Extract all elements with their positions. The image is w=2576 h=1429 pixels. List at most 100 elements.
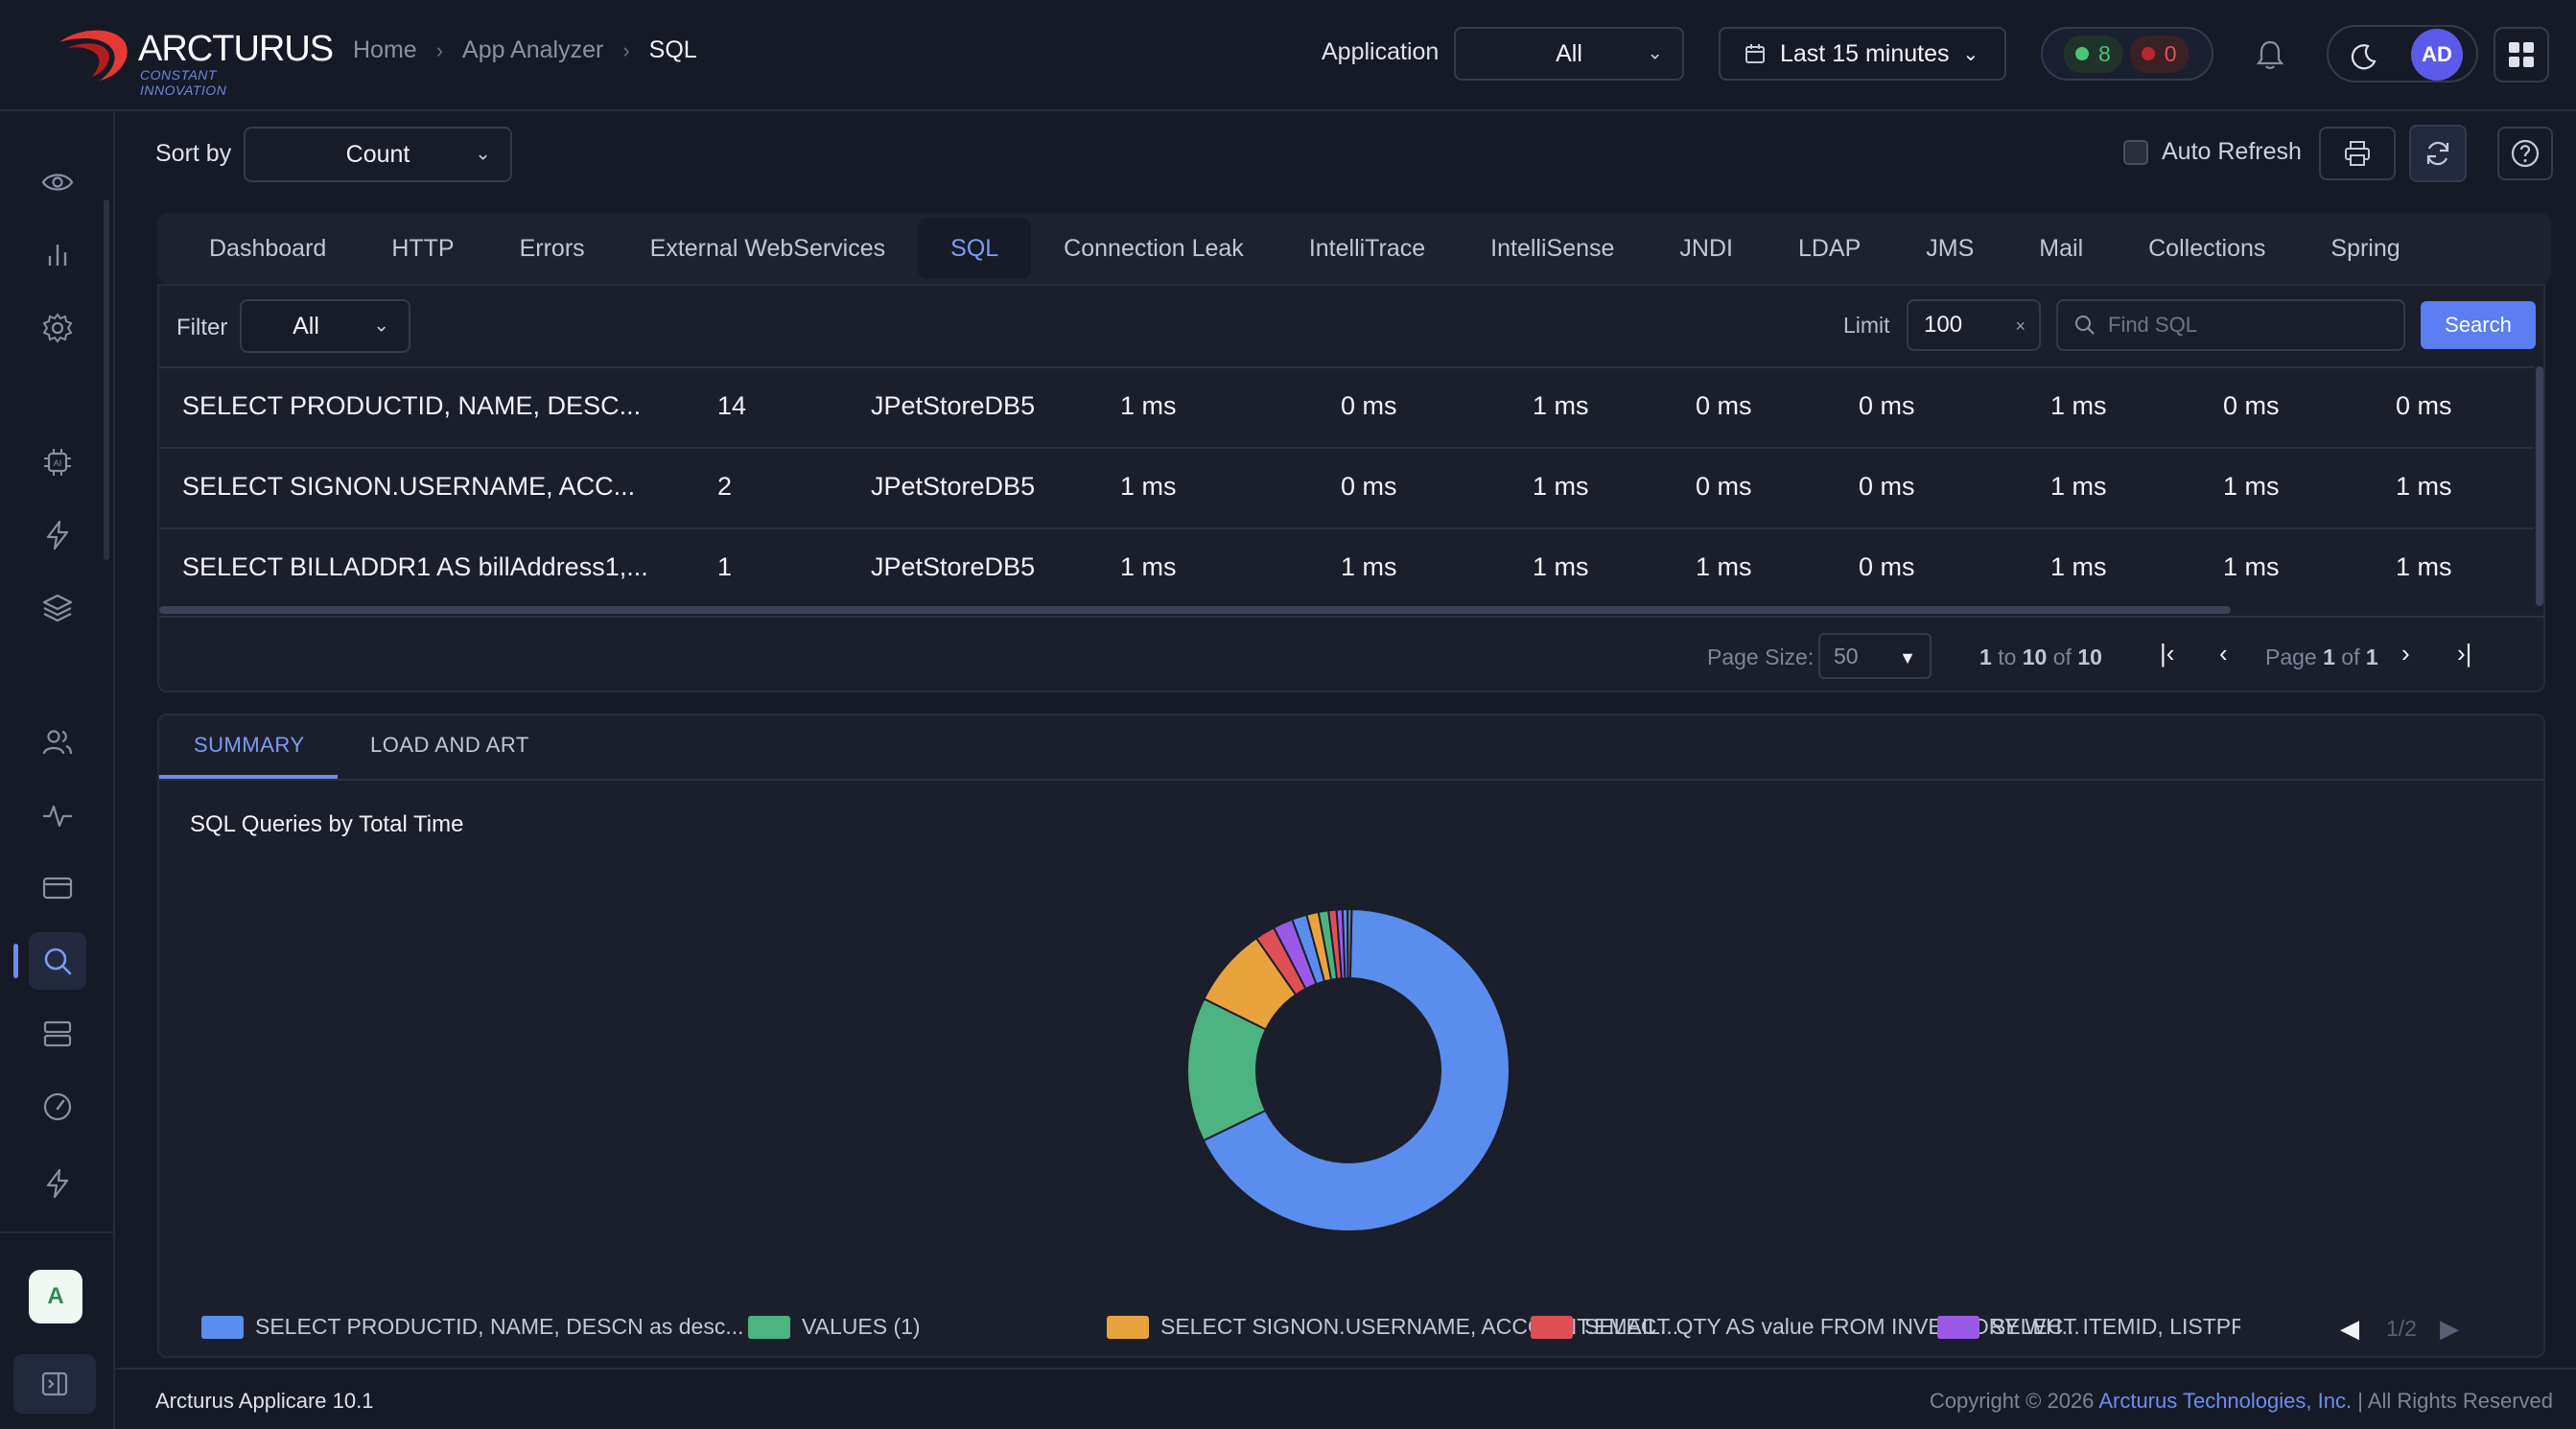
table-row[interactable]: SELECT PRODUCTID, NAME, DESC... 14 JPetS… [159,366,2534,447]
legend-swatch [1937,1315,1979,1339]
tab-load-and-art[interactable]: LOAD AND ART [370,733,529,757]
search-button[interactable]: Search [2421,301,2536,349]
help-button[interactable] [2497,127,2553,180]
metric-cell: 1 ms [1533,391,1589,420]
tab-sql[interactable]: SQL [918,218,1032,279]
sidebar-item-activity[interactable] [29,786,86,844]
healthy-count-badge[interactable]: 8 [2064,35,2122,73]
sidebar-collapse-button[interactable] [13,1354,96,1414]
table-row[interactable]: SELECT SIGNON.USERNAME, ACC... 2 JPetSto… [159,447,2534,527]
legend-item[interactable]: SELECT ITEMID, LISTPRI [1937,1314,2240,1340]
auto-refresh-checkbox[interactable] [2123,139,2148,165]
server-icon [43,1020,72,1047]
avatar[interactable]: AD [2411,29,2463,81]
table-row[interactable]: SELECT BILLADDR1 AS billAddress1,... 1 J… [159,527,2534,608]
moon-icon[interactable] [2344,36,2384,77]
clear-icon[interactable]: × [2015,316,2026,336]
company-link[interactable]: Arcturus Technologies, Inc. [2098,1389,2353,1413]
filter-select[interactable]: All ⌄ [240,299,410,353]
tab-ldap[interactable]: LDAP [1797,234,1862,262]
sidebar-item-analytics[interactable] [29,226,86,284]
last-page-icon[interactable]: ›| [2457,639,2472,668]
sidebar: AI A [0,111,115,1429]
breadcrumb-home[interactable]: Home [353,36,417,63]
auto-refresh-toggle[interactable]: Auto Refresh [2123,138,2302,166]
first-page-icon[interactable]: |‹ [2160,639,2175,668]
time-range-select[interactable]: Last 15 minutes ⌄ [1719,27,2006,81]
legend-item[interactable]: SELECT QTY AS value FROM INVENTORY WH... [1531,1314,2080,1340]
refresh-button[interactable] [2409,125,2467,182]
table-vertical-scrollbar[interactable] [2536,366,2543,606]
eye-icon [41,174,74,191]
sidebar-item-settings[interactable] [29,299,86,357]
sidebar-item-performance[interactable] [29,1078,86,1136]
tab-connection-leak[interactable]: Connection Leak [1064,234,1244,262]
tab-summary[interactable]: SUMMARY [194,733,305,757]
metric-cell: 1 ms [1533,552,1589,581]
tab-intellisense[interactable]: IntelliSense [1490,234,1615,262]
rights-text: | All Rights Reserved [2357,1389,2553,1413]
legend-item[interactable]: SELECT SIGNON.USERNAME, ACCOUNT.EMAIL... [1107,1314,1678,1340]
legend-next-icon[interactable]: ▶ [2440,1314,2459,1343]
tab-spring[interactable]: Spring [2330,234,2400,262]
sidebar-item-layers[interactable] [29,579,86,637]
row-range: 1 to 10 of 10 [1979,644,2102,670]
next-page-icon[interactable]: › [2401,639,2410,668]
sidebar-item-ai[interactable]: AI [29,433,86,491]
pie-slice[interactable] [1347,908,1353,980]
brand-name: ARCTURUS [138,29,334,69]
sidebar-item-servers[interactable] [29,1005,86,1063]
footer: Arcturus Applicare 10.1 Copyright © 2026… [115,1368,2576,1429]
tab-jndi[interactable]: JNDI [1679,234,1733,262]
sidebar-item-users[interactable] [29,714,86,771]
copyright-prefix: Copyright © 2026 [1929,1389,2095,1413]
metric-cell: 1 ms [2223,472,2280,501]
page-size-select[interactable]: 50 ▼ [1818,633,1932,679]
sidebar-item-app-analyzer[interactable] [13,932,86,990]
green-dot-icon [2075,47,2089,60]
legend-swatch [748,1315,790,1339]
health-status-pill[interactable]: 8 0 [2041,27,2213,81]
tab-external-webservices[interactable]: External WebServices [649,234,886,262]
print-button[interactable] [2319,127,2396,180]
tab-errors[interactable]: Errors [519,234,585,262]
limit-input[interactable]: 100 × [1907,299,2041,351]
sidebar-item-monitor[interactable] [29,153,86,211]
error-count-badge[interactable]: 0 [2129,35,2189,73]
sidebar-item-quick-actions[interactable] [29,1155,86,1212]
sidebar-item-transactions[interactable] [29,859,86,917]
tab-http[interactable]: HTTP [391,234,455,262]
legend-item[interactable]: VALUES (1) [748,1314,921,1340]
table-horizontal-scrollbar[interactable] [159,606,2231,614]
arcturus-logo[interactable]: ARCTURUS CONSTANT INNOVATION [54,25,334,98]
tab-jms[interactable]: JMS [1926,234,1975,262]
legend-prev-icon[interactable]: ◀ [2340,1314,2359,1343]
tab-intellitrace[interactable]: IntelliTrace [1308,234,1426,262]
legend-item[interactable]: SELECT PRODUCTID, NAME, DESCN as desc... [201,1314,744,1340]
analyzer-tabs: Dashboard HTTP Errors External WebServic… [157,213,2551,284]
tab-dashboard[interactable]: Dashboard [209,234,327,262]
search-icon [2075,316,2095,335]
chevron-down-icon: ⌄ [1647,42,1663,64]
sort-by-select[interactable]: Count ⌄ [244,127,512,182]
bell-icon[interactable] [2250,35,2290,75]
find-sql-input[interactable]: Find SQL [2056,299,2405,351]
pie-slice[interactable] [1202,908,1510,1232]
page-current: 1 [2323,644,2335,669]
prev-page-icon[interactable]: ‹ [2219,639,2228,668]
chevron-right-icon: › [622,37,630,62]
sidebar-scrollbar[interactable] [104,199,109,560]
tab-mail[interactable]: Mail [2039,234,2084,262]
workspace-badge[interactable]: A [29,1270,82,1324]
sort-by-label: Sort by [155,140,232,167]
chevron-right-icon: › [435,37,444,62]
application-select[interactable]: All ⌄ [1454,27,1684,81]
metric-cell: 0 ms [1859,391,1915,420]
apps-grid-icon[interactable] [2494,27,2549,82]
sidebar-item-events[interactable] [29,506,86,564]
tab-collections[interactable]: Collections [2148,234,2266,262]
breadcrumb-app-analyzer[interactable]: App Analyzer [462,36,604,63]
summary-panel: SUMMARY LOAD AND ART SQL Queries by Tota… [157,714,2545,1358]
card-icon [42,877,73,900]
pulse-icon [43,805,72,828]
